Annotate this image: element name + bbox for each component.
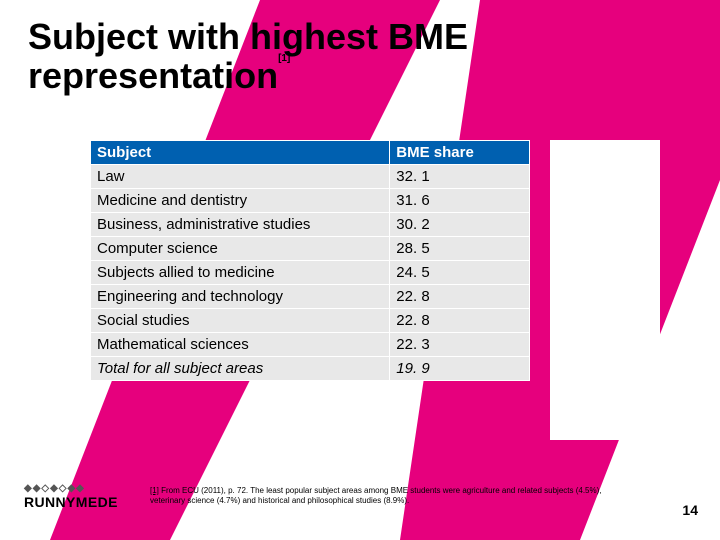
cell-subject: Subjects allied to medicine xyxy=(91,261,390,285)
cell-share: 22. 8 xyxy=(390,309,530,333)
cell-share: 24. 5 xyxy=(390,261,530,285)
cell-subject: Mathematical sciences xyxy=(91,333,390,357)
table-row: Engineering and technology22. 8 xyxy=(91,285,530,309)
cell-share: 22. 8 xyxy=(390,285,530,309)
cell-share: 28. 5 xyxy=(390,237,530,261)
table-row: Business, administrative studies30. 2 xyxy=(91,213,530,237)
col-header-share: BME share xyxy=(390,141,530,165)
table-row: Total for all subject areas19. 9 xyxy=(91,357,530,381)
title-line-2: representation[1] xyxy=(28,57,468,96)
cell-subject: Social studies xyxy=(91,309,390,333)
cell-share: 30. 2 xyxy=(390,213,530,237)
title-footnote-ref: [1] xyxy=(278,53,290,64)
title-line-2-text: representation xyxy=(28,55,278,96)
cell-subject: Total for all subject areas xyxy=(91,357,390,381)
table-header-row: Subject BME share xyxy=(91,141,530,165)
slide-title: Subject with highest BME representation[… xyxy=(28,18,468,96)
logo-pattern: ◆◆◇◆◇◆◆ xyxy=(24,483,118,494)
cell-share: 19. 9 xyxy=(390,357,530,381)
footnote-mark: [1] xyxy=(150,486,159,495)
table-row: Subjects allied to medicine24. 5 xyxy=(91,261,530,285)
title-line-1: Subject with highest BME xyxy=(28,18,468,57)
table-row: Mathematical sciences22. 3 xyxy=(91,333,530,357)
bme-share-table: Subject BME share Law32. 1Medicine and d… xyxy=(90,140,530,381)
table-row: Medicine and dentistry31. 6 xyxy=(91,189,530,213)
footnote-text: From ECU (2011), p. 72. The least popula… xyxy=(150,486,602,505)
cell-share: 32. 1 xyxy=(390,165,530,189)
table-row: Law32. 1 xyxy=(91,165,530,189)
runnymede-logo: ◆◆◇◆◇◆◆ RUNNYMEDE xyxy=(24,483,118,510)
cell-subject: Engineering and technology xyxy=(91,285,390,309)
cell-subject: Law xyxy=(91,165,390,189)
page-number: 14 xyxy=(682,502,698,518)
cell-subject: Business, administrative studies xyxy=(91,213,390,237)
cell-share: 22. 3 xyxy=(390,333,530,357)
bme-share-table-wrap: Subject BME share Law32. 1Medicine and d… xyxy=(90,140,530,381)
cell-share: 31. 6 xyxy=(390,189,530,213)
logo-word: RUNNYMEDE xyxy=(24,494,118,510)
cell-subject: Medicine and dentistry xyxy=(91,189,390,213)
footnote: [1] From ECU (2011), p. 72. The least po… xyxy=(150,486,620,506)
cell-subject: Computer science xyxy=(91,237,390,261)
table-row: Social studies22. 8 xyxy=(91,309,530,333)
col-header-subject: Subject xyxy=(91,141,390,165)
table-row: Computer science28. 5 xyxy=(91,237,530,261)
